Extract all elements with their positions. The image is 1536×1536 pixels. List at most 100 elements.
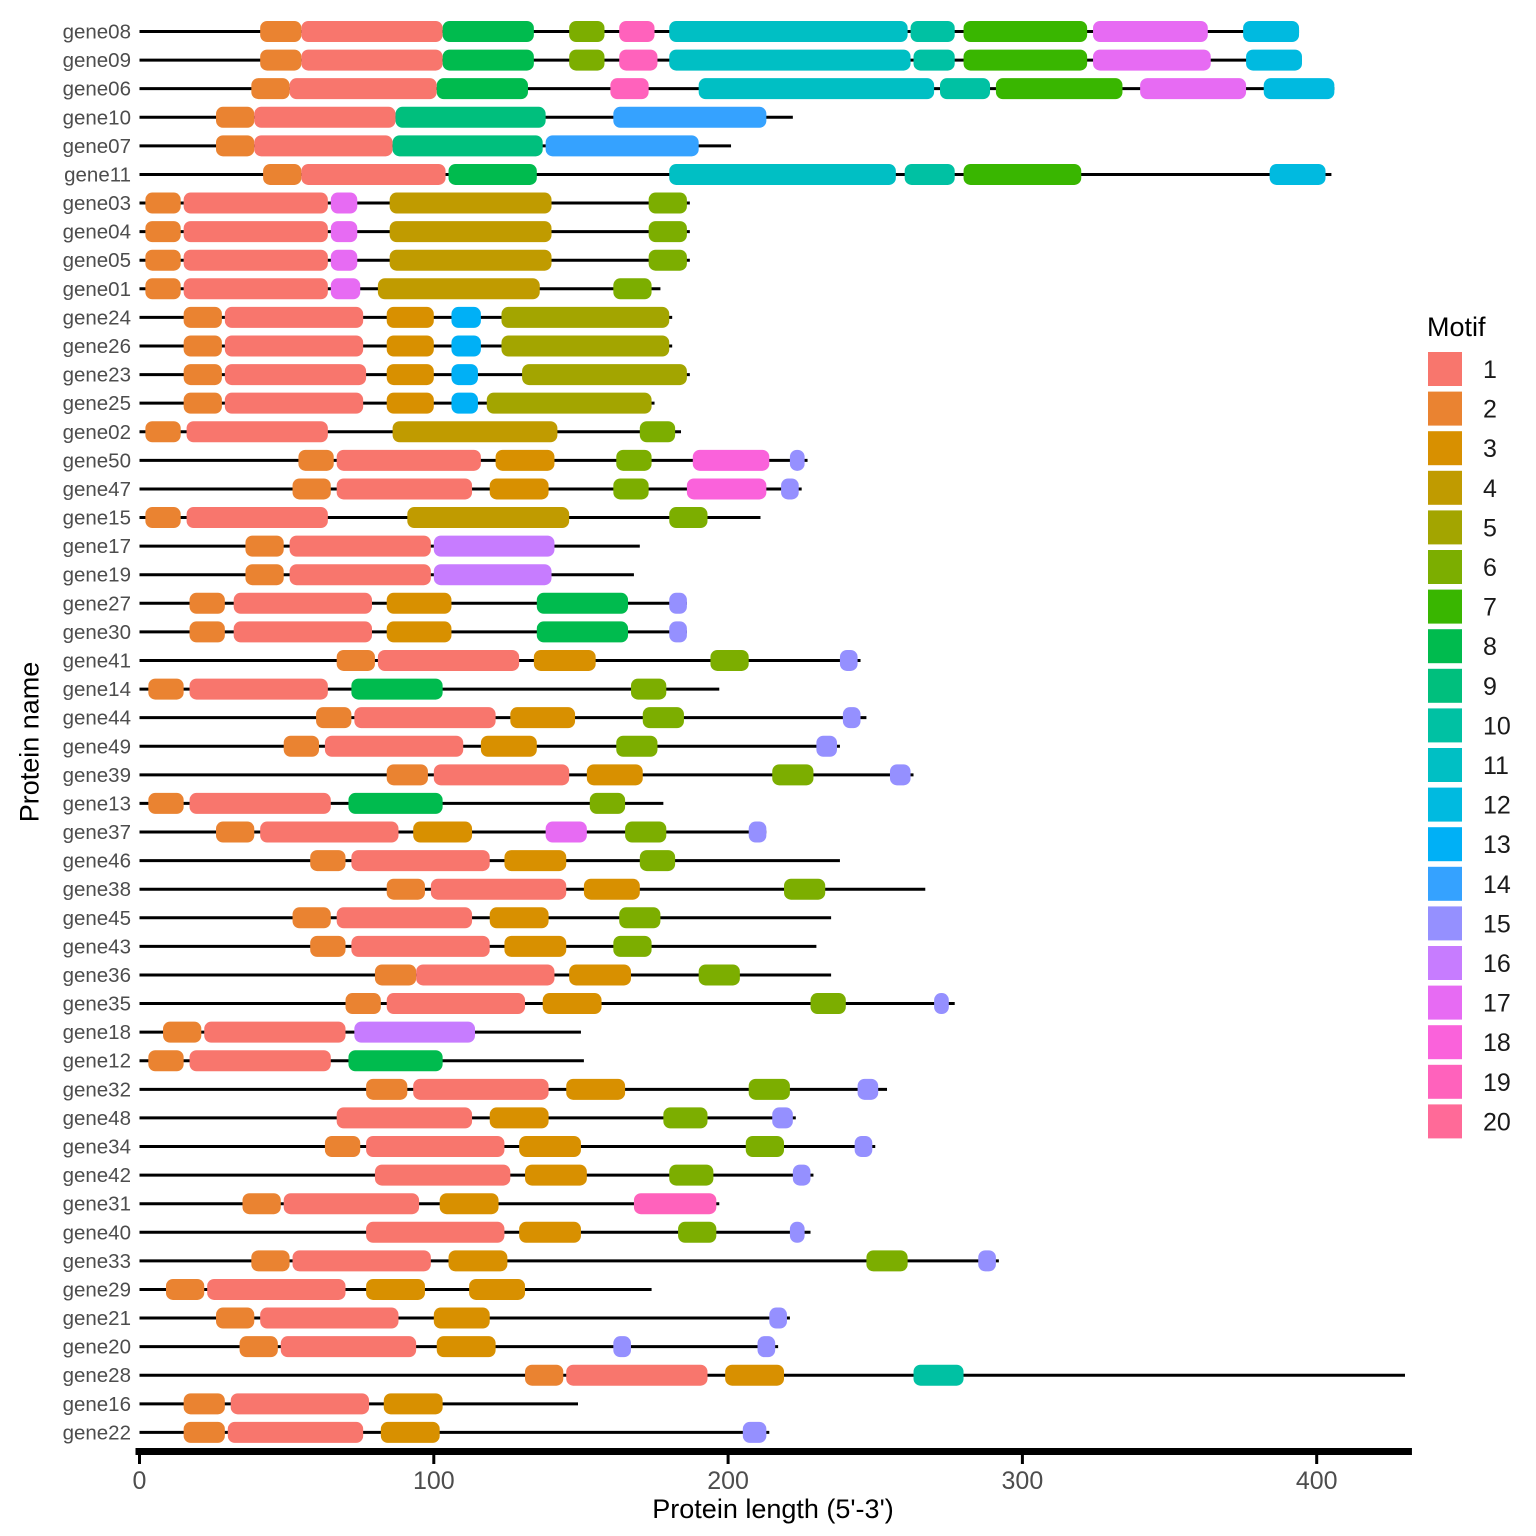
- motif-box-10: [939, 78, 991, 100]
- motif-box-1: [189, 678, 328, 700]
- motif-box-17: [330, 249, 358, 271]
- motif-box-17: [330, 192, 358, 214]
- motif-box-2: [148, 792, 184, 814]
- motif-box-2: [336, 649, 375, 671]
- motif-box-12: [1243, 21, 1300, 42]
- motif-box-2: [298, 449, 334, 471]
- motif-box-6: [625, 821, 667, 843]
- motif-box-3: [495, 449, 555, 471]
- motif-box-2: [251, 1250, 290, 1272]
- motif-box-2: [183, 1393, 225, 1415]
- legend-label: 9: [1483, 673, 1497, 701]
- y-axis-label: gene29: [63, 1278, 131, 1301]
- motif-box-6: [639, 850, 676, 872]
- motif-box-1: [366, 1136, 505, 1158]
- legend-label: 6: [1483, 554, 1497, 582]
- motif-box-1: [189, 1050, 331, 1072]
- legend-key-1: [1428, 352, 1462, 386]
- motif-box-10: [910, 21, 955, 42]
- motif-box-6: [639, 421, 676, 443]
- x-axis-tick-label: 200: [707, 1467, 749, 1495]
- legend-key-17: [1428, 985, 1462, 1020]
- motif-box-2: [148, 1050, 184, 1072]
- motif-box-13: [451, 335, 481, 357]
- motif-box-15: [792, 1164, 811, 1186]
- motif-box-3: [380, 1421, 440, 1443]
- motif-box-2: [260, 49, 302, 71]
- y-axis-label: gene35: [63, 993, 131, 1016]
- y-axis-label: gene19: [63, 564, 131, 587]
- motif-box-15: [789, 1221, 805, 1243]
- motif-box-8: [536, 621, 629, 643]
- motif-box-1: [224, 364, 367, 386]
- y-axis-label: gene22: [63, 1421, 131, 1444]
- motif-box-13: [451, 364, 478, 386]
- motif-box-16: [433, 535, 555, 557]
- motif-box-15: [613, 1336, 631, 1358]
- motif-box-2: [189, 621, 225, 643]
- motif-box-2: [183, 364, 222, 386]
- motif-box-9: [395, 106, 546, 128]
- motif-box-1: [224, 335, 364, 357]
- motif-box-1: [224, 306, 364, 328]
- motif-box-1: [183, 221, 328, 243]
- y-axis-label: gene49: [63, 735, 131, 758]
- motif-box-3: [504, 850, 567, 872]
- motif-box-6: [698, 964, 740, 986]
- motif-box-2: [165, 1278, 205, 1300]
- legend-key-8: [1428, 629, 1462, 664]
- motif-box-1: [292, 1250, 431, 1272]
- y-axis-label: gene18: [63, 1021, 131, 1044]
- motif-box-4: [389, 249, 552, 271]
- legend-label: 15: [1483, 910, 1511, 938]
- y-axis-label: gene41: [63, 649, 131, 672]
- motif-box-6: [619, 907, 661, 929]
- y-axis-label: gene08: [63, 21, 131, 44]
- motif-box-1: [366, 1221, 505, 1243]
- legend-label: 14: [1483, 871, 1511, 899]
- motif-box-1: [416, 964, 555, 986]
- y-axis-label: gene07: [63, 135, 131, 158]
- motif-box-2: [216, 106, 255, 128]
- motif-box-1: [336, 1107, 473, 1129]
- motif-box-1: [374, 1164, 511, 1186]
- motif-box-6: [630, 678, 667, 700]
- motif-box-6: [569, 21, 605, 42]
- motif-box-6: [784, 878, 826, 900]
- motif-box-4: [392, 421, 558, 443]
- motif-box-6: [589, 792, 626, 814]
- motif-box-18: [692, 449, 770, 471]
- y-axis-label: gene20: [63, 1336, 131, 1359]
- motif-box-11: [698, 78, 935, 100]
- motif-box-12: [1263, 78, 1335, 100]
- motif-box-2: [245, 535, 284, 557]
- motif-box-2: [366, 1078, 408, 1100]
- motif-box-3: [586, 764, 643, 786]
- legend-key-16: [1428, 946, 1462, 980]
- motif-box-3: [504, 935, 567, 957]
- legend-key-12: [1428, 787, 1462, 822]
- y-axis-label: gene47: [63, 478, 131, 501]
- y-axis-label: gene27: [63, 592, 131, 615]
- motif-box-1: [186, 507, 328, 529]
- motif-box-9: [392, 135, 543, 157]
- motif-box-17: [330, 221, 358, 243]
- motif-box-19: [619, 21, 655, 42]
- motif-box-1: [336, 478, 473, 500]
- motif-box-3: [436, 1336, 496, 1358]
- motif-box-3: [519, 1136, 581, 1158]
- motif-box-1: [413, 1078, 549, 1100]
- motif-box-3: [566, 1078, 626, 1100]
- motif-box-6: [642, 707, 684, 729]
- y-axis-label: gene39: [63, 764, 131, 787]
- y-axis-label: gene44: [63, 707, 131, 730]
- y-axis-label: gene01: [63, 278, 131, 301]
- motif-box-2: [148, 678, 184, 700]
- motif-box-2: [345, 993, 381, 1015]
- motif-box-2: [145, 192, 181, 214]
- y-axis-label: gene12: [63, 1050, 131, 1073]
- motif-box-1: [301, 49, 443, 71]
- motif-box-6: [569, 49, 605, 71]
- motif-box-3: [569, 964, 631, 986]
- y-axis-label: gene11: [64, 163, 131, 186]
